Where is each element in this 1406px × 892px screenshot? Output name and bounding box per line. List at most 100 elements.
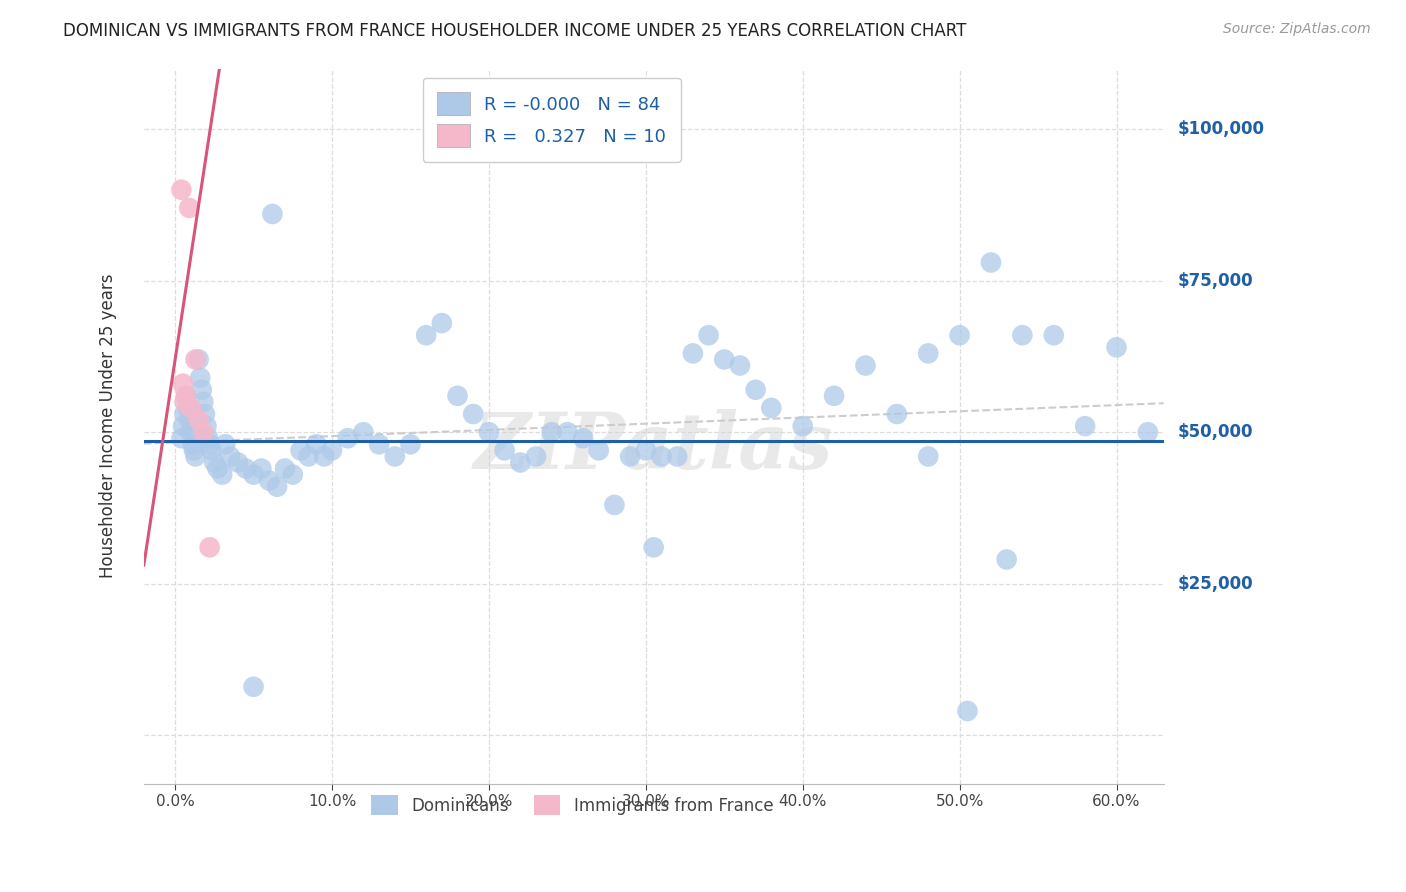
Point [430,316,453,330]
Point [956,704,979,718]
Point [321,443,343,458]
Point [1042,328,1064,343]
Text: $75,000: $75,000 [1177,272,1253,290]
Point [728,359,751,373]
Point [186,425,208,440]
Y-axis label: Householder Income Under 25 years: Householder Income Under 25 years [100,274,117,578]
Point [619,450,641,464]
Point [297,450,319,464]
Point [995,552,1018,566]
Point [172,419,194,434]
Point [211,467,233,482]
Point [219,450,242,464]
Point [305,437,328,451]
Point [207,461,229,475]
Point [792,419,814,434]
Text: Source: ZipAtlas.com: Source: ZipAtlas.com [1223,22,1371,37]
Point [666,450,689,464]
Point [823,389,845,403]
Point [744,383,766,397]
Point [187,413,209,427]
Point [193,395,215,409]
Point [524,450,547,464]
Point [266,480,288,494]
Point [191,383,214,397]
Point [886,407,908,421]
Point [917,346,939,360]
Point [170,431,193,445]
Point [173,395,195,409]
Text: $100,000: $100,000 [1177,120,1264,138]
Point [226,455,249,469]
Point [198,437,221,451]
Point [200,443,222,458]
Point [949,328,972,343]
Point [179,201,201,215]
Point [572,431,595,445]
Point [242,467,264,482]
Point [697,328,720,343]
Point [1136,425,1159,440]
Point [187,352,209,367]
Point [176,401,198,415]
Point [290,443,312,458]
Point [174,389,197,403]
Point [197,431,219,445]
Point [242,680,264,694]
Point [250,461,273,475]
Point [214,437,236,451]
Point [180,401,202,415]
Point [281,467,304,482]
Point [181,437,204,451]
Point [478,425,501,440]
Point [634,443,657,458]
Point [184,450,207,464]
Point [1074,419,1097,434]
Point [399,437,422,451]
Text: $25,000: $25,000 [1177,574,1253,592]
Point [183,443,205,458]
Point [188,370,211,384]
Point [713,352,735,367]
Point [917,450,939,464]
Text: DOMINICAN VS IMMIGRANTS FROM FRANCE HOUSEHOLDER INCOME UNDER 25 YEARS CORRELATIO: DOMINICAN VS IMMIGRANTS FROM FRANCE HOUS… [63,22,967,40]
Point [195,419,218,434]
Text: $50,000: $50,000 [1177,423,1253,442]
Point [180,425,202,440]
Point [682,346,704,360]
Point [855,359,877,373]
Point [179,413,201,427]
Point [463,407,485,421]
Point [650,450,672,464]
Point [1011,328,1033,343]
Point [314,450,336,464]
Point [274,461,297,475]
Point [540,425,562,440]
Point [761,401,783,415]
Point [235,461,257,475]
Point [603,498,626,512]
Point [1105,340,1128,354]
Point [198,541,221,555]
Point [643,541,665,555]
Point [446,389,468,403]
Text: ZIPatlas: ZIPatlas [474,409,834,486]
Point [184,352,207,367]
Point [557,425,579,440]
Point [259,474,281,488]
Point [202,455,225,469]
Point [194,407,217,421]
Point [172,376,194,391]
Point [509,455,531,469]
Point [170,183,193,197]
Legend: Dominicans, Immigrants from France: Dominicans, Immigrants from France [361,785,783,825]
Point [368,437,391,451]
Point [494,443,516,458]
Point [352,425,374,440]
Point [588,443,610,458]
Point [415,328,437,343]
Point [384,450,406,464]
Point [173,407,195,421]
Point [174,389,197,403]
Point [193,425,215,440]
